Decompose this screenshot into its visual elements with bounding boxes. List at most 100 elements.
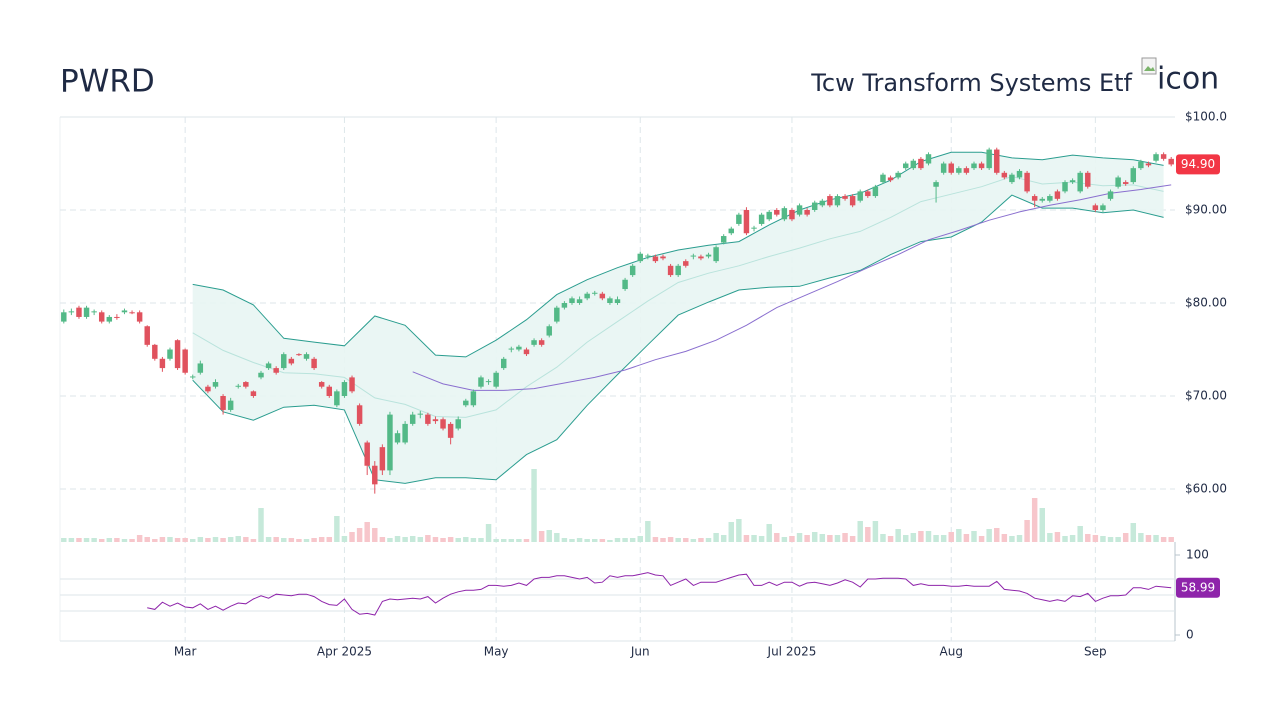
candle-body bbox=[827, 196, 833, 206]
candle-body bbox=[963, 168, 970, 173]
candle-body bbox=[956, 168, 962, 173]
candle-body bbox=[114, 316, 120, 318]
candle-body bbox=[789, 209, 795, 220]
candle-body bbox=[516, 346, 522, 350]
candle-body bbox=[379, 447, 386, 471]
candle-body bbox=[167, 349, 173, 359]
volume-bar bbox=[546, 530, 552, 542]
volume-bar bbox=[485, 524, 492, 542]
candle-body bbox=[971, 163, 977, 169]
volume-bar bbox=[250, 539, 257, 542]
candle-body bbox=[334, 391, 340, 406]
x-tick-label: Jul 2025 bbox=[767, 645, 817, 659]
last-price-label: 94.90 bbox=[1181, 157, 1215, 171]
candle-body bbox=[121, 310, 128, 313]
candle-body bbox=[129, 312, 135, 314]
volume-bar bbox=[311, 538, 317, 542]
candle-body bbox=[774, 209, 780, 215]
candle-body bbox=[417, 413, 424, 415]
candle-body bbox=[250, 391, 257, 396]
volume-bar bbox=[478, 538, 484, 542]
volume-bar bbox=[387, 538, 393, 542]
volume-bar bbox=[865, 527, 871, 542]
candle-body bbox=[144, 326, 150, 345]
volume-bar bbox=[698, 538, 704, 542]
volume-bar bbox=[394, 536, 401, 542]
candle-body bbox=[948, 163, 954, 173]
y-tick-label: $90.00 bbox=[1185, 202, 1227, 216]
candle-body bbox=[174, 340, 181, 369]
volume-bar bbox=[592, 539, 598, 542]
candle-body bbox=[61, 312, 67, 322]
volume-bar bbox=[569, 539, 575, 542]
volume-bar bbox=[1085, 534, 1091, 542]
volume-bar bbox=[1054, 532, 1061, 542]
volume-bar bbox=[804, 535, 810, 542]
candle-body bbox=[98, 312, 105, 322]
candle-body bbox=[1047, 196, 1053, 201]
volume-bar bbox=[705, 538, 712, 542]
volume-bar bbox=[1039, 508, 1045, 542]
candle-body bbox=[182, 349, 188, 373]
volume-bar bbox=[1130, 523, 1137, 542]
volume-bar bbox=[971, 531, 977, 542]
candle-body bbox=[554, 307, 560, 322]
x-tick-label: Apr 2025 bbox=[317, 645, 372, 659]
volume-bar bbox=[1024, 520, 1030, 542]
volume-bar bbox=[895, 529, 901, 542]
volume-bar bbox=[645, 521, 651, 542]
candle-body bbox=[576, 299, 583, 303]
candle-body bbox=[728, 228, 735, 234]
volume-bar bbox=[963, 534, 970, 542]
volume-bar bbox=[402, 537, 408, 542]
candle-body bbox=[940, 163, 947, 173]
volume-bar bbox=[758, 536, 765, 542]
x-tick-label: Sep bbox=[1084, 645, 1107, 659]
volume-bar bbox=[493, 539, 499, 542]
candle-body bbox=[652, 256, 659, 262]
candle-body bbox=[402, 423, 408, 443]
candle-body bbox=[592, 292, 598, 294]
candle-body bbox=[463, 400, 469, 406]
x-tick-label: Jun bbox=[630, 645, 650, 659]
volume-bar bbox=[432, 537, 439, 542]
y-tick-label: $80.00 bbox=[1185, 295, 1227, 309]
candle-body bbox=[447, 423, 454, 438]
broken-icon: icon bbox=[1141, 57, 1219, 97]
band-lower bbox=[192, 194, 1164, 484]
candle-body bbox=[243, 382, 249, 387]
volume-bar bbox=[121, 539, 128, 542]
volume-bar bbox=[1115, 537, 1121, 542]
volume-bar bbox=[334, 516, 340, 542]
candle-body bbox=[698, 256, 704, 259]
candle-body bbox=[1100, 205, 1106, 210]
candle-body bbox=[1092, 205, 1099, 210]
volume-bar bbox=[933, 535, 939, 542]
volume-bar bbox=[1016, 535, 1023, 542]
candle-body bbox=[387, 414, 393, 471]
volume-bar bbox=[1138, 533, 1144, 542]
candle-body bbox=[743, 209, 750, 234]
volume-bar bbox=[296, 539, 302, 542]
volume-bar bbox=[152, 539, 158, 542]
y-tick-label: $100.0 bbox=[1185, 110, 1227, 124]
candle-body bbox=[758, 214, 765, 224]
candle-body bbox=[607, 298, 613, 303]
candle-body bbox=[227, 400, 234, 410]
candle-body bbox=[372, 465, 378, 485]
candle-body bbox=[933, 182, 939, 187]
page-title: PWRD bbox=[60, 64, 155, 100]
candle-body bbox=[1107, 191, 1114, 199]
volume-bar bbox=[683, 538, 689, 542]
volume-bar bbox=[303, 539, 310, 542]
candle-body bbox=[720, 236, 727, 243]
volume-bar bbox=[470, 538, 477, 542]
rsi-line bbox=[147, 572, 1172, 616]
candle-body bbox=[857, 191, 863, 201]
candle-body bbox=[311, 358, 317, 369]
volume-bar bbox=[887, 536, 894, 542]
volume-bar bbox=[1122, 533, 1129, 542]
band-upper bbox=[192, 151, 1164, 358]
volume-bar bbox=[1077, 526, 1083, 542]
candle-body bbox=[918, 158, 924, 169]
